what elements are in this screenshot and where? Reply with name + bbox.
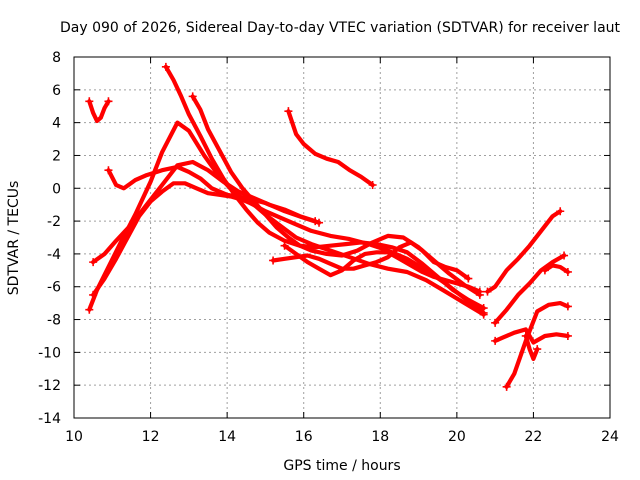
x-tick-label: 16 (295, 429, 313, 445)
data-series (85, 62, 572, 391)
series-trace (87, 99, 111, 124)
data-point-marker (85, 305, 94, 314)
data-point-marker (368, 180, 377, 189)
series-trace (504, 301, 571, 389)
y-tick-label: 8 (52, 50, 61, 66)
x-tick-labels: 10 12 14 16 18 20 22 24 (65, 429, 619, 445)
data-point-marker (104, 97, 113, 106)
data-point-marker (502, 382, 511, 391)
series-arc-1 (85, 97, 113, 124)
y-tick-label: -2 (47, 214, 61, 230)
data-point-marker (560, 251, 569, 260)
series-trace (90, 159, 318, 265)
data-point-marker (464, 274, 473, 283)
series-trace (271, 240, 471, 281)
y-axis-label: SDTVAR / TECUs (6, 181, 22, 296)
data-point-marker (563, 331, 572, 340)
series-arc-9 (269, 240, 473, 283)
x-tick-label: 20 (448, 429, 466, 445)
series-arc-11 (483, 207, 565, 296)
y-tick-labels: -14 -12 -10 -8 -6 -4 -2 0 2 4 6 8 (38, 50, 61, 427)
series-arc-4 (89, 159, 320, 267)
series-trace (286, 109, 375, 188)
data-point-marker (540, 266, 549, 275)
y-tick-label: -10 (38, 345, 61, 361)
x-tick-label: 18 (371, 429, 389, 445)
data-point-marker (483, 287, 492, 296)
data-point-marker (280, 241, 289, 250)
data-point-marker (104, 166, 113, 175)
series-arc-7 (89, 181, 488, 319)
series-trace (90, 181, 486, 317)
y-tick-label: 6 (52, 83, 61, 99)
data-point-marker (475, 287, 484, 296)
data-point-marker (89, 290, 98, 299)
series-arc-12 (491, 251, 569, 327)
series-trace (542, 263, 571, 275)
data-point-marker (479, 310, 488, 319)
x-tick-label: 10 (65, 429, 83, 445)
series-trace (493, 253, 567, 325)
series-arc-10 (280, 241, 484, 296)
x-tick-label: 22 (525, 429, 543, 445)
data-point-marker (188, 92, 197, 101)
data-point-marker (563, 267, 572, 276)
data-point-marker (311, 217, 320, 226)
series-trace (87, 120, 486, 316)
series-arc-16 (540, 263, 572, 276)
data-point-marker (556, 207, 565, 216)
series-trace (485, 209, 563, 294)
series-trace (523, 333, 540, 361)
data-point-marker (85, 97, 94, 106)
data-point-marker (491, 336, 500, 345)
x-axis-label: GPS time / hours (283, 458, 400, 474)
y-tick-label: -6 (47, 280, 61, 296)
data-point-marker (269, 256, 278, 265)
y-tick-label: 2 (52, 148, 61, 164)
data-point-marker (563, 302, 572, 311)
y-tick-label: -4 (47, 247, 61, 263)
data-point-marker (161, 62, 170, 71)
data-point-marker (284, 107, 293, 116)
axis-ticks (73, 56, 611, 419)
series-arc-15 (521, 331, 542, 361)
data-point-marker (521, 331, 530, 340)
y-tick-label: -8 (47, 313, 61, 329)
y-tick-label: -14 (38, 411, 61, 427)
series-arc-13 (502, 301, 572, 391)
chart-title: Day 090 of 2026, Sidereal Day-to-day VTE… (60, 20, 621, 36)
series-arc-8 (284, 107, 377, 189)
series-arc-3 (85, 120, 488, 317)
data-point-marker (491, 318, 500, 327)
y-tick-label: 0 (52, 181, 61, 197)
x-tick-label: 14 (218, 429, 236, 445)
series-trace (282, 243, 482, 294)
x-tick-label: 24 (601, 429, 619, 445)
data-point-marker (89, 258, 98, 267)
data-point-marker (533, 345, 542, 354)
x-tick-label: 12 (142, 429, 160, 445)
plot-frame (73, 56, 611, 419)
y-tick-label: -12 (38, 378, 61, 394)
y-tick-label: 4 (52, 116, 61, 132)
